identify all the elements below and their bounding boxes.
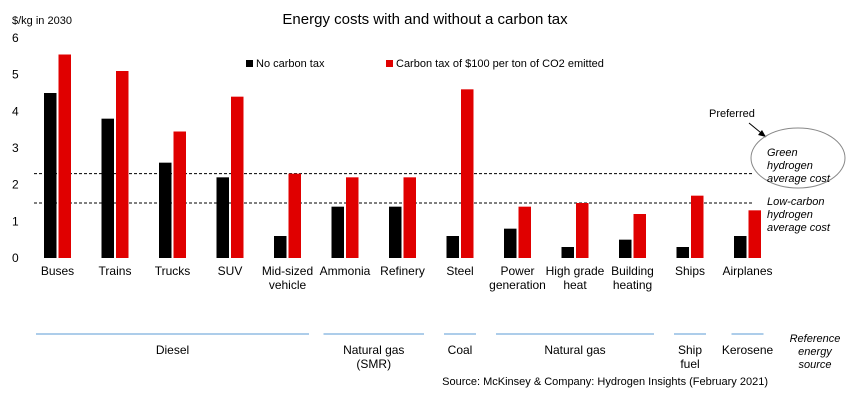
bar-carbon-tax <box>116 71 129 258</box>
bar-carbon-tax <box>346 177 359 258</box>
bar-carbon-tax <box>58 54 71 258</box>
arrow-head-icon <box>758 130 766 137</box>
bar-no-carbon-tax <box>101 118 114 259</box>
bar-no-carbon-tax <box>216 177 229 258</box>
x-axis-labels: Buses Trains Trucks SUV Mid-sized vehicle Ammo… <box>41 264 773 292</box>
reference-cost-lines <box>34 173 752 204</box>
y-tick-label: 3 <box>12 141 19 155</box>
bar-carbon-tax <box>173 131 186 258</box>
x-tick-label: Steel <box>446 264 473 278</box>
bar-carbon-tax <box>288 173 301 258</box>
x-tick-label: Trains <box>99 264 132 278</box>
y-axis-ticks: 0 1 2 3 4 5 6 <box>12 31 19 265</box>
y-tick-label: 0 <box>12 251 19 265</box>
bar-no-carbon-tax <box>619 239 632 258</box>
bar-carbon-tax <box>518 206 531 258</box>
preferred-annotation: Preferred <box>709 108 755 120</box>
reference-group-label: Natural gas <box>544 343 605 357</box>
legend-label: No carbon tax <box>256 58 325 70</box>
bar-carbon-tax <box>633 214 646 258</box>
bar-carbon-tax <box>403 177 416 258</box>
bar-no-carbon-tax <box>274 236 287 258</box>
reference-group-label: Natural gas (SMR) <box>343 343 404 371</box>
bars <box>44 54 761 259</box>
bar-no-carbon-tax <box>159 162 172 258</box>
y-tick-label: 5 <box>12 68 19 82</box>
bar-no-carbon-tax <box>389 206 402 258</box>
y-tick-label: 1 <box>12 214 19 228</box>
y-axis-label: $/kg in 2030 <box>12 15 72 27</box>
y-tick-label: 4 <box>12 104 19 118</box>
x-tick-label: Building heating <box>611 264 654 292</box>
chart-title: Energy costs with and without a carbon t… <box>282 11 568 28</box>
y-tick-label: 6 <box>12 31 19 45</box>
low-carbon-hydrogen-label: Low-carbon hydrogen average cost <box>767 196 831 234</box>
bar-no-carbon-tax <box>676 247 689 258</box>
x-tick-label: Mid-sized vehicle <box>262 264 313 292</box>
reference-group-label: Coal <box>448 343 473 357</box>
legend-label: Carbon tax of $100 per ton of CO2 emitte… <box>396 58 604 70</box>
source-note: Source: McKinsey & Company: Hydrogen Ins… <box>442 376 768 388</box>
reference-group-label: Ship fuel <box>678 343 702 371</box>
bar-no-carbon-tax <box>331 206 344 258</box>
bar-carbon-tax <box>748 210 761 258</box>
x-tick-label: Ammonia <box>320 264 371 278</box>
bar-no-carbon-tax <box>561 247 574 258</box>
x-tick-label: SUV <box>218 264 243 278</box>
bar-carbon-tax <box>691 195 704 258</box>
bar-no-carbon-tax <box>446 236 459 258</box>
x-tick-label: Ships <box>675 264 705 278</box>
x-tick-label: Buses <box>41 264 74 278</box>
y-tick-label: 2 <box>12 178 19 192</box>
reference-energy-sources: Diesel Natural gas (SMR) Coal Natural gas Shi… <box>36 333 840 371</box>
bar-carbon-tax <box>576 203 589 258</box>
x-tick-label: Refinery <box>380 264 425 278</box>
bar-no-carbon-tax <box>44 93 57 258</box>
bar-no-carbon-tax <box>734 236 747 258</box>
bar-carbon-tax <box>461 89 474 258</box>
bar-no-carbon-tax <box>504 228 517 258</box>
reference-source-title: Reference energy source <box>790 333 841 371</box>
reference-group-label: Kerosene <box>722 343 774 357</box>
x-tick-label: Trucks <box>155 264 191 278</box>
legend-swatch <box>386 60 393 67</box>
x-tick-label: High grade heat <box>546 264 605 292</box>
legend-swatch <box>246 60 253 67</box>
annotations: Preferred Green hydrogen average cost Low-ca… <box>709 108 846 234</box>
preferred-ellipse <box>750 127 846 189</box>
green-hydrogen-label: Green hydrogen average cost <box>767 147 831 185</box>
reference-group-label: Diesel <box>156 343 189 357</box>
bar-carbon-tax <box>231 96 244 259</box>
legend: No carbon tax Carbon tax of $100 per ton … <box>246 58 604 70</box>
x-tick-label: Airplanes <box>722 264 772 278</box>
x-tick-label: Power generation <box>489 264 546 292</box>
